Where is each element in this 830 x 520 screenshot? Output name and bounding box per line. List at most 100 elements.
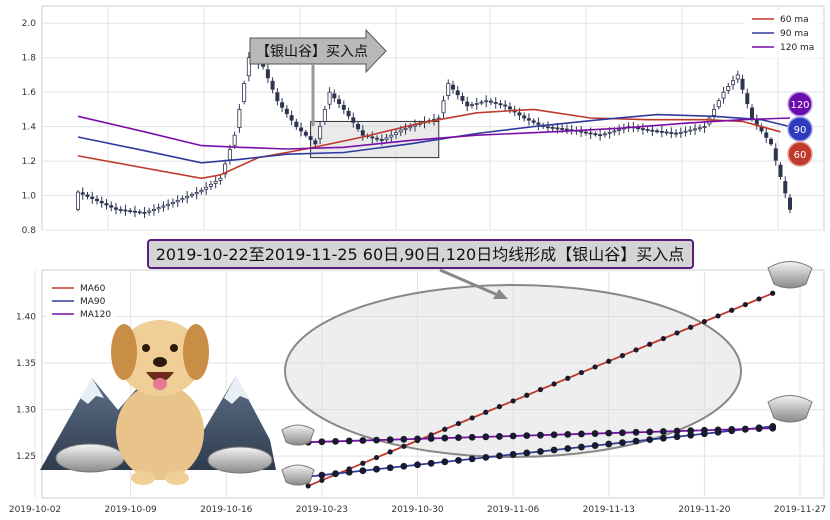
candle-body <box>460 96 465 101</box>
candle-body <box>583 131 588 134</box>
candle-body <box>318 126 323 140</box>
series-point-ma60 <box>619 352 626 359</box>
candle-body <box>678 131 683 134</box>
top-y-tick-label: 2.0 <box>22 19 37 29</box>
series-point-ma60 <box>455 420 462 427</box>
series-point-ma120 <box>359 437 367 444</box>
title-banner: 2019-10-22至2019-11-25 60日,90日,120日均线形成【银… <box>147 239 694 269</box>
candle-body <box>522 115 527 119</box>
candle-body <box>507 106 512 110</box>
candle-body <box>208 183 213 187</box>
series-point-ma60 <box>756 296 762 302</box>
series-point-ma90 <box>373 465 380 473</box>
candle-body <box>194 191 199 195</box>
series-point-ma120 <box>455 434 462 442</box>
candle-body <box>702 126 707 129</box>
series-point-ma60 <box>373 454 380 461</box>
candle-body <box>118 209 123 211</box>
candle-body <box>788 197 793 210</box>
dog-eye-left-icon <box>142 344 150 352</box>
series-point-ma60 <box>524 392 530 398</box>
candle-body <box>598 134 603 137</box>
series-point-ma90 <box>414 461 421 469</box>
badge-120-circle <box>787 91 813 117</box>
candle-body <box>218 177 223 181</box>
banner-pointer <box>439 268 508 299</box>
candle-body <box>308 136 313 140</box>
candle-body <box>754 119 759 125</box>
series-point-ma120 <box>441 434 449 442</box>
legend-label-ma120: MA120 <box>80 310 111 320</box>
dog-eye-right-icon <box>170 344 178 352</box>
candle-body <box>564 128 569 131</box>
candle-body <box>80 192 85 195</box>
series-point-ma120 <box>509 432 517 440</box>
buy-point-callout: 【银山谷】买入点 <box>249 28 387 126</box>
candle-body <box>76 191 81 210</box>
legend-label-ma90: MA90 <box>80 297 106 307</box>
candle-body <box>242 83 247 103</box>
moving-average-panel: 1.251.301.351.40 2019-10-02 2019-10-09 201… <box>9 261 826 515</box>
candle-body <box>697 127 702 130</box>
candle-body <box>750 107 755 119</box>
badge-90-label: 90 <box>794 125 807 136</box>
series-point-ma60 <box>715 313 721 319</box>
series-point-ma120 <box>728 426 736 433</box>
dog-mouth-icon <box>146 372 174 382</box>
candle-body <box>712 108 717 116</box>
top-y-axis: 0.8 1.0 1.2 1.4 1.6 1.8 2.0 <box>22 19 37 236</box>
candle-body <box>640 128 645 130</box>
dog-ear-left-icon <box>111 324 137 380</box>
series-point-ma60 <box>770 290 776 296</box>
bottom-x-axis: 2019-10-02 2019-10-09 2019-10-16 2019-10-23… <box>9 505 826 515</box>
series-point-ma90 <box>332 470 339 478</box>
candle-body <box>289 115 294 121</box>
ingot-ma60-end-icon <box>767 261 813 289</box>
series-point-ma60 <box>387 449 393 455</box>
candle-body <box>588 132 593 135</box>
series-point-ma120 <box>619 429 626 437</box>
legend-label-120ma: 120 ma <box>780 43 814 53</box>
bottom-series <box>304 290 777 489</box>
candle-body <box>232 134 237 146</box>
candle-body <box>180 198 185 201</box>
banner-pointer-head <box>493 289 508 299</box>
series-point-ma60 <box>551 381 557 387</box>
ingot-markers <box>281 261 813 486</box>
series-point-ma120 <box>318 438 326 446</box>
series-point-ma90 <box>564 445 572 452</box>
dog-nose-icon <box>153 357 167 367</box>
series-point-ma90 <box>578 443 585 451</box>
series-point-ma60 <box>729 307 735 313</box>
bottom-y-tick-label: 1.40 <box>16 313 36 323</box>
dog-paw-left-icon <box>131 471 155 485</box>
candle-body <box>384 137 389 141</box>
ma-line-120 <box>77 115 791 150</box>
candle-body <box>189 193 194 197</box>
banner-pointer-line <box>439 268 501 298</box>
top-y-tick-label: 1.4 <box>22 123 37 133</box>
bottom-legend: MA60 MA90 MA120 <box>46 282 116 322</box>
series-point-ma120 <box>537 431 544 439</box>
series-point-ma90 <box>646 436 654 444</box>
candle-body <box>322 108 327 122</box>
series-point-ma90 <box>523 449 531 457</box>
ma-line-90 <box>77 113 791 164</box>
candle-body <box>740 78 745 90</box>
candle-body <box>550 126 555 129</box>
candle-body <box>469 104 474 107</box>
top-plot-area <box>41 5 825 231</box>
candle-body <box>593 133 598 136</box>
silver-ingot-left-icon <box>55 443 125 473</box>
series-point-ma90 <box>468 455 476 463</box>
bottom-y-axis: 1.25 1.30 1.35 1.40 <box>16 313 36 463</box>
candle-body <box>303 131 308 136</box>
title-banner-box <box>147 239 694 269</box>
legend-label-90ma: 90 ma <box>780 29 809 39</box>
candle-body <box>185 195 190 199</box>
series-point-ma60 <box>688 324 694 330</box>
series-point-ma120 <box>714 426 722 434</box>
badge-90-circle <box>787 116 813 142</box>
top-y-tick-label: 0.8 <box>22 226 37 236</box>
candle-body <box>441 100 446 114</box>
